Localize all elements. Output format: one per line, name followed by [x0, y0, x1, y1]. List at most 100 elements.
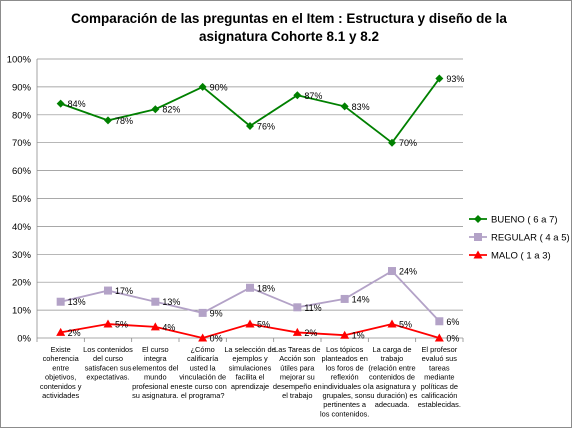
data-point	[56, 297, 65, 306]
x-category-label: elementos del	[132, 363, 178, 372]
x-category-label: del curso	[93, 354, 123, 363]
data-point	[246, 283, 254, 292]
data-label: 4%	[162, 322, 175, 332]
data-label: 82%	[162, 105, 180, 115]
series: 84% 78% 82% 90% 76% 87% 83% 70% 93% 13% 17% 13% 9% 18…	[56, 74, 464, 344]
data-label: 13%	[162, 297, 180, 307]
data-point	[387, 319, 397, 328]
data-point	[56, 327, 66, 336]
legend-item-0: BUENO ( 6 a 7)	[469, 215, 558, 226]
x-category-label: su asignatura.	[132, 391, 178, 400]
data-label: 5%	[399, 320, 412, 330]
x-category-label: Los contenidos	[83, 345, 133, 354]
data-point	[293, 91, 302, 100]
data-label: 9%	[210, 308, 223, 318]
data-point	[150, 322, 160, 331]
axes	[36, 59, 464, 342]
x-category-label: entre	[52, 363, 69, 372]
x-axis-categories: Existecoherenciaentreobjetivos,contenido…	[40, 345, 461, 418]
x-category-label: este curso con	[179, 382, 227, 391]
y-tick-label: 80%	[12, 110, 32, 121]
x-category-label: mejorar su	[280, 373, 315, 382]
data-label: 90%	[210, 82, 228, 92]
series-line	[60, 269, 440, 322]
data-point	[104, 116, 112, 125]
x-category-label: (relación entre	[368, 363, 415, 372]
data-point	[292, 327, 302, 336]
x-category-label: tareas	[429, 363, 450, 372]
data-point	[56, 99, 65, 108]
x-category-label: su duración) es	[367, 391, 418, 400]
x-category-label: ¿Cómo	[191, 345, 215, 354]
series-1: 13% 17% 13% 9% 18% 11% 14% 24% 6%	[56, 267, 459, 327]
series-2: 2% 5% 4% 0% 5% 2% 1% 5% 0%	[56, 319, 459, 344]
y-tick-label: 20%	[12, 278, 32, 289]
x-category-label: expectativas.	[86, 373, 129, 382]
x-category-label: actividades	[42, 391, 79, 400]
x-category-label: establecidas.	[418, 400, 461, 409]
data-point	[340, 294, 349, 303]
series-0: 84% 78% 82% 90% 76% 87% 83% 70% 93%	[56, 74, 464, 148]
x-category-label: aprendizaje	[231, 382, 269, 391]
data-label: 2%	[68, 328, 81, 338]
y-tick-label: 40%	[12, 222, 32, 233]
y-tick-label: 10%	[12, 306, 32, 317]
data-point	[435, 74, 444, 83]
legend-label: BUENO ( 6 a 7)	[491, 215, 558, 226]
data-label: 24%	[399, 267, 417, 277]
data-label: 5%	[115, 320, 128, 330]
data-point	[388, 267, 396, 276]
data-point	[198, 82, 207, 91]
x-category-label: mediante	[424, 373, 454, 382]
legend-label: REGULAR ( 4 a 5)	[491, 233, 570, 244]
data-label: 1%	[352, 331, 365, 341]
x-category-label: Existe	[51, 345, 71, 354]
data-label: 70%	[399, 138, 417, 148]
x-category-label: contenidos y	[40, 382, 82, 391]
x-category-label: Las Tareas de	[274, 345, 320, 354]
x-category-label: objetivos,	[45, 373, 76, 382]
x-category-label: profesional en	[132, 382, 178, 391]
data-label: 0%	[210, 334, 223, 344]
x-category-label: contenidos de	[369, 373, 415, 382]
data-point	[104, 286, 112, 295]
x-category-label: los contenidos.	[320, 409, 369, 418]
data-label: 2%	[304, 328, 317, 338]
data-point	[340, 102, 349, 111]
data-point	[388, 138, 396, 147]
y-tick-label: 30%	[12, 250, 32, 261]
data-point	[293, 303, 302, 312]
x-category-label: planteados en	[321, 354, 367, 363]
gridlines	[37, 58, 463, 311]
data-label: 5%	[257, 320, 270, 330]
data-label: 13%	[68, 297, 86, 307]
data-label: 84%	[68, 99, 86, 109]
data-label: 93%	[446, 74, 464, 84]
data-point	[103, 319, 113, 328]
x-category-label: pertinentes a	[323, 400, 367, 409]
x-category-label: la asignatura y	[368, 382, 416, 391]
x-category-label: grupales, son	[322, 391, 366, 400]
series-line	[60, 77, 441, 144]
x-category-label: desempeño en	[273, 382, 322, 391]
legend: BUENO ( 6 a 7) REGULAR ( 4 a 5) MALO ( 1 a…	[469, 215, 570, 262]
x-category-label: vinculación de	[179, 373, 226, 382]
x-category-label: simulaciones	[229, 363, 272, 372]
legend-marker	[473, 250, 483, 259]
y-axis-ticks: 0% 10% 20% 30% 40% 50% 60% 70% 80% 90% 100%	[7, 55, 32, 345]
data-point	[434, 333, 444, 342]
x-category-label: el programa?	[181, 391, 225, 400]
data-label: 11%	[304, 303, 321, 313]
x-category-label: mundo	[144, 373, 167, 382]
data-label: 18%	[257, 283, 275, 293]
x-category-label: facilita el	[236, 373, 265, 382]
x-category-label: satisfacen sus	[85, 363, 132, 372]
data-label: 83%	[352, 102, 370, 112]
y-tick-label: 100%	[7, 55, 32, 66]
data-point	[151, 297, 160, 306]
x-category-label: La selección de	[224, 345, 275, 354]
x-category-label: adecuada.	[375, 400, 410, 409]
x-category-label: usted la	[190, 363, 217, 372]
chart-title: Comparación de las preguntas en el Item …	[71, 11, 507, 44]
x-category-label: el trabajo	[282, 391, 312, 400]
